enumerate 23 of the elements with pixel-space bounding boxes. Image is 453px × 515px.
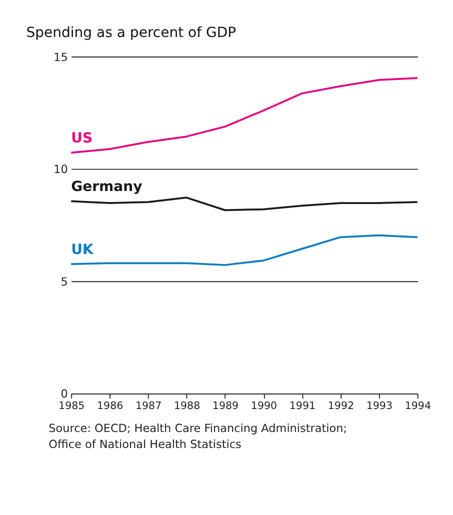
line-series: [70, 196, 418, 212]
y-tick-label: 0: [60, 388, 68, 401]
x-tick-label: 1994: [404, 400, 431, 412]
y-tick-label: 10: [54, 163, 68, 176]
series-label: Germany: [71, 178, 142, 195]
chart-title: Spending as a percent of GDP: [26, 24, 236, 41]
y-tick-label: 15: [54, 50, 68, 64]
series-label: UK: [71, 242, 95, 258]
text: Office of National Health Statistics: [48, 438, 242, 451]
x-tick-label: 1992: [328, 400, 354, 412]
line-series: [70, 234, 418, 266]
y-tick-label: 5: [60, 275, 68, 288]
x-tick-label: 1987: [135, 400, 162, 412]
x-tick-label: 1989: [212, 400, 239, 412]
x-tick-label: 1993: [366, 400, 393, 412]
x-tick-label: 1985: [58, 400, 85, 412]
x-tick-label: 1991: [289, 400, 316, 412]
source-note: Source: OECD; Health Care Financing Administration;: [48, 422, 348, 435]
line-series: [70, 77, 418, 154]
x-tick-label: 1986: [96, 400, 124, 412]
x-tick-label: 1990: [250, 400, 278, 412]
x-tick-label: 1988: [174, 400, 200, 412]
series-label: US: [71, 130, 93, 146]
